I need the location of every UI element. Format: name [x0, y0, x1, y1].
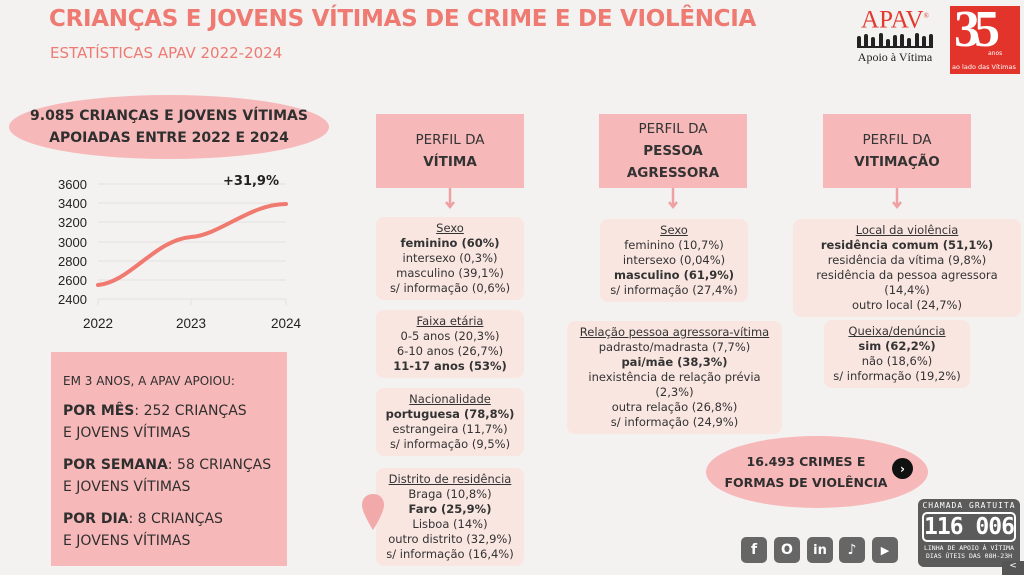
victim-profile-header: PERFIL DA VÍTIMA — [376, 114, 524, 188]
anniversary-logo: 35 anos ao lado das Vítimas — [950, 1, 1020, 74]
victims-line-chart: 3600 3400 3200 3000 2800 2600 2400 2022 … — [50, 170, 320, 331]
hotline-number: 116 006 — [922, 512, 1016, 542]
crimes-line-2: FORMAS DE VIOLÊNCIA — [724, 475, 888, 490]
y-tick: 3200 — [58, 215, 87, 230]
x-tick: 2022 — [83, 316, 114, 331]
y-tick: 2600 — [58, 273, 87, 288]
facebook-icon[interactable]: f — [741, 537, 767, 563]
hotline-badge[interactable]: CHAMADA GRATUITA 116 006 LINHA DE APOIO … — [918, 499, 1020, 567]
stats-per-week: POR SEMANA: 58 CRIANÇAS E JOVENS VÍTIMAS — [63, 457, 272, 495]
aggressor-profile-header: PERFIL DA PESSOA AGRESSORA — [599, 114, 747, 188]
map-pin-icon — [362, 494, 384, 530]
hotline-label: CHAMADA GRATUITA — [922, 501, 1016, 510]
y-tick: 2800 — [58, 254, 87, 269]
arrow-down-icon — [892, 188, 902, 210]
hotline-line-1: LINHA DE APOIO À VÍTIMA — [923, 544, 1014, 552]
share-icon[interactable]: < — [1002, 561, 1024, 575]
y-tick: 2400 — [58, 292, 87, 307]
summary-pill: 9.085 CRIANÇAS E JOVENS VÍTIMAS APOIADAS … — [9, 95, 329, 159]
apav-tagline: Apoio à Vítima — [857, 50, 933, 65]
aggressor-relation-card: Relação pessoa agressora-vítima padrasto… — [567, 321, 782, 434]
page-subtitle: ESTATÍSTICAS APAV 2022-2024 — [50, 44, 283, 62]
aggressor-sex-card: Sexo feminino (10,7%) intersexo (0,04%) m… — [600, 219, 748, 302]
anniversary-tagline: ao lado das Vítimas — [952, 63, 1016, 71]
stats-per-day: POR DIA: 8 CRIANÇAS E JOVENS VÍTIMAS — [63, 511, 223, 549]
stats-lead: EM 3 ANOS, A APAV APOIOU: — [63, 374, 235, 388]
chart-plot — [96, 183, 288, 305]
y-tick: 3000 — [58, 235, 87, 250]
y-tick: 3400 — [58, 196, 87, 211]
y-tick: 3600 — [58, 177, 87, 192]
victim-nationality-card: Nacionalidade portuguesa (78,8%) estrang… — [376, 388, 524, 456]
violence-location-card: Local da violência residência comum (51,… — [793, 219, 1021, 317]
apav-logo[interactable]: APAV® Apoio à Vítima — [850, 4, 940, 76]
stats-box: EM 3 ANOS, A APAV APOIOU: POR MÊS: 252 C… — [51, 352, 287, 566]
arrow-down-icon — [668, 188, 678, 210]
crimes-line-1: 16.493 CRIMES E — [746, 454, 866, 469]
anniversary-unit: anos — [988, 50, 1003, 57]
linkedin-icon[interactable]: in — [807, 537, 833, 563]
apav-logo-text: APAV — [861, 6, 924, 34]
people-silhouettes-icon — [857, 33, 933, 49]
hotline-line-2: DIAS ÚTEIS DAS 08H-23H — [925, 552, 1013, 560]
summary-line-2: APOIADAS ENTRE 2022 E 2024 — [49, 130, 289, 146]
victim-age-card: Faixa etária 0-5 anos (20,3%) 6-10 anos (… — [376, 310, 524, 378]
arrow-down-icon — [445, 188, 455, 210]
x-tick: 2024 — [271, 316, 302, 331]
youtube-icon[interactable]: ▶ — [872, 537, 898, 563]
x-tick: 2023 — [176, 316, 207, 331]
crimes-pill[interactable]: 16.493 CRIMES E FORMAS DE VIOLÊNCIA — [706, 436, 928, 508]
summary-line-1: 9.085 CRIANÇAS E JOVENS VÍTIMAS — [30, 108, 308, 124]
stats-per-month: POR MÊS: 252 CRIANÇAS E JOVENS VÍTIMAS — [63, 403, 247, 441]
victim-district-card: Distrito de residência Braga (10,8%) Far… — [376, 468, 524, 566]
complaint-card: Queixa/denúncia sim (62,2%) não (18,6%) s… — [824, 320, 970, 388]
page-title: CRIANÇAS E JOVENS VÍTIMAS DE CRIME E DE … — [49, 6, 757, 32]
instagram-icon[interactable]: O — [774, 537, 800, 563]
chevron-right-button[interactable]: › — [892, 458, 913, 479]
growth-annotation: +31,9% — [223, 174, 279, 189]
anniversary-number: 35 — [954, 1, 1000, 58]
victimization-profile-header: PERFIL DA VITIMAÇÃO — [823, 114, 971, 188]
tiktok-icon[interactable]: ♪ — [839, 537, 865, 563]
victim-sex-card: Sexo feminino (60%) intersexo (0,3%) masc… — [376, 217, 524, 300]
